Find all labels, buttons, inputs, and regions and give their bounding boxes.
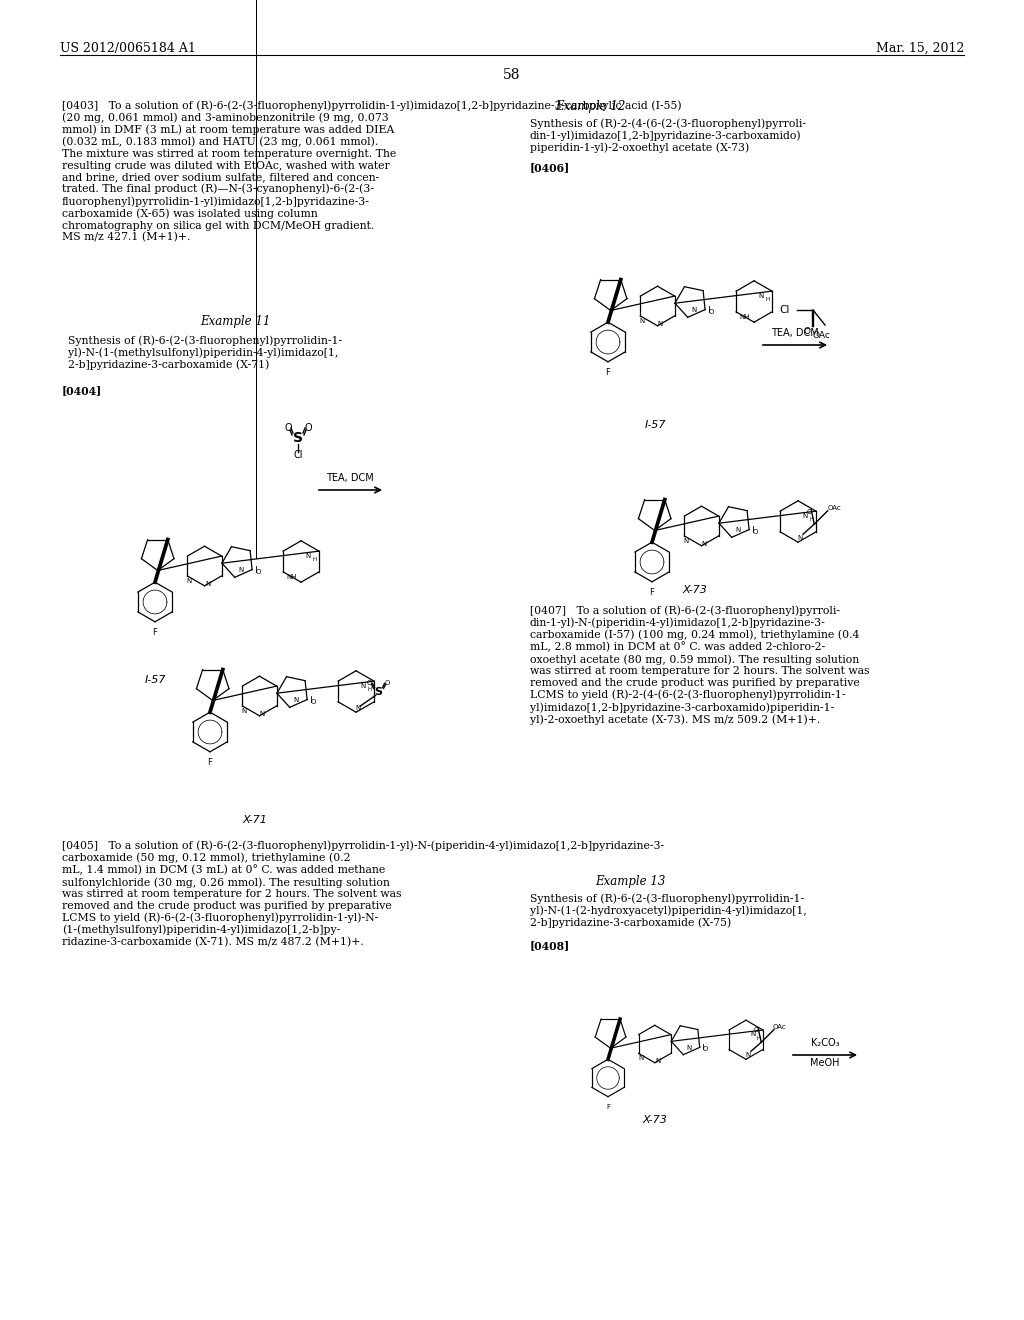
Text: F: F <box>153 628 158 638</box>
Text: N: N <box>684 539 689 544</box>
Text: NH: NH <box>286 574 296 579</box>
Text: O: O <box>367 680 373 686</box>
Text: H: H <box>809 517 813 523</box>
Text: N: N <box>657 321 664 327</box>
Text: N: N <box>186 578 191 583</box>
Text: 58: 58 <box>503 69 521 82</box>
Text: S: S <box>375 688 383 697</box>
Text: MeOH: MeOH <box>810 1059 840 1068</box>
Text: O: O <box>804 327 811 337</box>
Text: F: F <box>605 368 610 378</box>
Text: US 2012/0065184 A1: US 2012/0065184 A1 <box>60 42 196 55</box>
Text: F: F <box>208 758 212 767</box>
Text: N: N <box>750 1031 756 1038</box>
Text: N: N <box>640 318 645 323</box>
Text: TEA, DCM: TEA, DCM <box>326 473 374 483</box>
Text: F: F <box>649 589 654 597</box>
Text: [0405]   To a solution of (R)-6-(2-(3-fluorophenyl)pyrrolidin-1-yl)-N-(piperidin: [0405] To a solution of (R)-6-(2-(3-fluo… <box>62 840 665 948</box>
Text: O: O <box>754 1027 759 1034</box>
Text: N: N <box>687 1044 692 1051</box>
Text: S: S <box>293 432 303 445</box>
Text: H: H <box>312 557 316 562</box>
Text: Example 13: Example 13 <box>595 875 666 888</box>
Text: NH: NH <box>739 314 750 319</box>
Text: O: O <box>807 510 812 515</box>
Text: O: O <box>385 680 390 686</box>
Text: Cl: Cl <box>780 305 791 315</box>
Text: OAc: OAc <box>827 506 841 511</box>
Text: OAc: OAc <box>812 330 829 339</box>
Text: X-73: X-73 <box>643 1115 668 1125</box>
Text: OAc: OAc <box>773 1024 786 1030</box>
Text: N: N <box>242 708 247 714</box>
Text: X-71: X-71 <box>243 814 267 825</box>
Text: O: O <box>702 1047 708 1052</box>
Text: [0406]: [0406] <box>530 162 570 173</box>
Text: O: O <box>310 698 315 705</box>
Text: N: N <box>205 581 210 587</box>
Text: N: N <box>305 553 311 558</box>
Text: O: O <box>709 309 714 314</box>
Text: N: N <box>260 710 265 717</box>
Text: Synthesis of (R)-6-(2-(3-fluorophenyl)pyrrolidin-1-
yl)-N-(1-(2-hydroxyacetyl)pi: Synthesis of (R)-6-(2-(3-fluorophenyl)py… <box>530 894 807 928</box>
Text: [0408]: [0408] <box>530 940 570 950</box>
Text: Mar. 15, 2012: Mar. 15, 2012 <box>876 42 964 55</box>
Text: I-57: I-57 <box>644 420 666 430</box>
Text: O: O <box>304 422 312 433</box>
Text: N: N <box>701 541 708 546</box>
Text: O: O <box>255 569 261 574</box>
Text: Synthesis of (R)-6-(2-(3-fluorophenyl)pyrrolidin-1-
yl)-N-(1-(methylsulfonyl)pip: Synthesis of (R)-6-(2-(3-fluorophenyl)py… <box>68 335 342 370</box>
Text: N: N <box>239 566 244 573</box>
Text: [0403]   To a solution of (R)-6-(2-(3-fluorophenyl)pyrrolidin-1-yl)imidazo[1,2-b: [0403] To a solution of (R)-6-(2-(3-fluo… <box>62 100 682 243</box>
Text: K₂CO₃: K₂CO₃ <box>811 1038 840 1048</box>
Text: O: O <box>285 422 292 433</box>
Text: N: N <box>759 293 764 298</box>
Text: Cl: Cl <box>293 450 303 459</box>
Text: Example 12: Example 12 <box>555 100 626 114</box>
Text: [0404]: [0404] <box>62 385 102 396</box>
Text: I-57: I-57 <box>144 675 166 685</box>
Text: N: N <box>638 1056 643 1061</box>
Text: N: N <box>355 705 360 711</box>
Text: TEA, DCM: TEA, DCM <box>771 327 819 338</box>
Text: H: H <box>765 297 769 302</box>
Text: N: N <box>735 527 740 532</box>
Text: Example 11: Example 11 <box>200 315 270 327</box>
Text: F: F <box>606 1104 610 1110</box>
Text: H: H <box>757 1036 761 1040</box>
Text: X-73: X-73 <box>683 585 708 595</box>
Text: Synthesis of (R)-2-(4-(6-(2-(3-fluorophenyl)pyrroli-
din-1-yl)imidazo[1,2-b]pyri: Synthesis of (R)-2-(4-(6-(2-(3-fluorophe… <box>530 117 806 153</box>
Text: N: N <box>655 1057 660 1064</box>
Text: N: N <box>798 535 803 541</box>
Text: O: O <box>753 528 758 535</box>
Text: N: N <box>803 512 808 519</box>
Text: N: N <box>294 697 299 702</box>
Text: N: N <box>745 1052 751 1059</box>
Text: [0407]   To a solution of (R)-6-(2-(3-fluorophenyl)pyrroli-
din-1-yl)-N-(piperid: [0407] To a solution of (R)-6-(2-(3-fluo… <box>530 605 869 725</box>
Text: H: H <box>368 688 372 692</box>
Text: N: N <box>691 306 696 313</box>
Text: N: N <box>360 682 366 689</box>
